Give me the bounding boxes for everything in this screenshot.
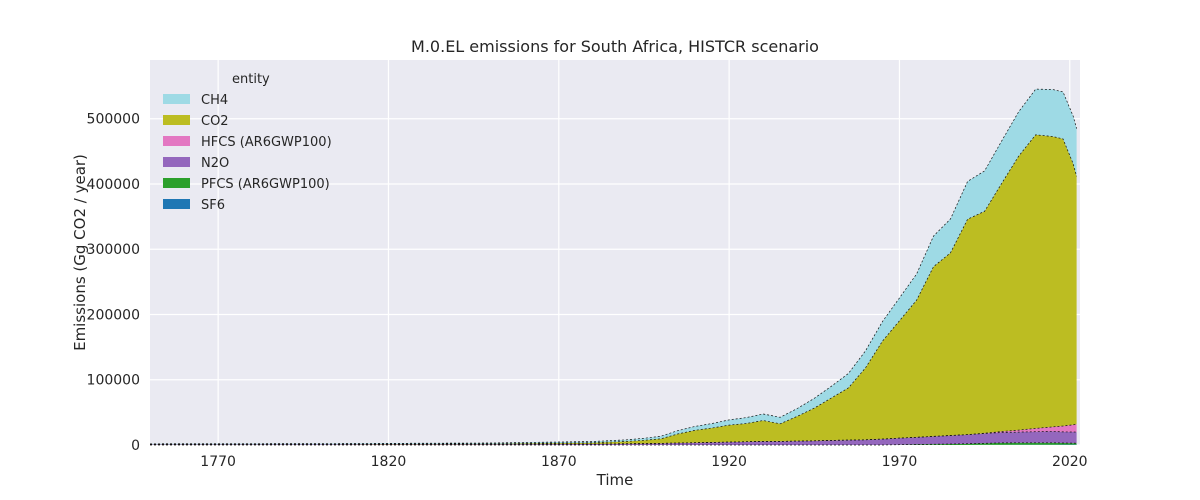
area-pfcs-ar6gwp100 (150, 442, 1077, 445)
area-co2 (150, 134, 1077, 445)
x-axis-label: Time (596, 471, 634, 489)
y-tick-label: 100000 (87, 373, 140, 389)
y-tick-label: 400000 (87, 177, 140, 193)
x-tick-label: 1820 (371, 454, 407, 470)
chart-title: M.0.EL emissions for South Africa, HISTC… (411, 37, 819, 56)
y-tick-label: 200000 (87, 307, 140, 323)
y-tick-label: 0 (131, 438, 140, 454)
legend-label-sf6: SF6 (201, 198, 225, 213)
legend-swatch-n2o (163, 157, 190, 167)
legend-swatch-sf6 (163, 199, 190, 209)
x-tick-label: 1870 (541, 454, 577, 470)
legend-title: entity (232, 72, 270, 87)
legend-label-ch4: CH4 (201, 93, 228, 108)
x-tick-label: 1970 (882, 454, 918, 470)
y-tick-label: 300000 (87, 242, 140, 258)
legend-label-pfcs-ar6gwp100: PFCS (AR6GWP100) (201, 177, 330, 192)
x-tick-label: 1920 (711, 454, 747, 470)
legend-swatch-pfcs-ar6gwp100 (163, 178, 190, 188)
stack-outline (149, 134, 1077, 445)
stack-outline (149, 88, 1077, 445)
legend-swatch-ch4 (163, 94, 190, 104)
y-axis-label: Emissions (Gg CO2 / year) (71, 154, 89, 351)
area-n2o (150, 431, 1077, 445)
x-tick-label: 2020 (1052, 454, 1088, 470)
legend-label-co2: CO2 (201, 114, 229, 129)
legend-swatch-hfcs-ar6gwp100 (163, 136, 190, 146)
legend-swatch-co2 (163, 115, 190, 125)
x-tick-label: 1770 (200, 454, 236, 470)
legend-label-hfcs-ar6gwp100: HFCS (AR6GWP100) (201, 135, 332, 150)
stacked-areas (149, 88, 1077, 446)
legend-label-n2o: N2O (201, 156, 229, 171)
stack-outline (149, 423, 1077, 445)
stack-outline (150, 442, 1077, 446)
axis-ticks: 1770 1820 1870 1920 1970 2020 0 100000 200000 300… (87, 112, 1088, 470)
legend: entity CH4 CO2 HFCS (AR6GWP100) N2O PFCS (AR… (163, 72, 332, 213)
y-tick-label: 500000 (87, 112, 140, 128)
